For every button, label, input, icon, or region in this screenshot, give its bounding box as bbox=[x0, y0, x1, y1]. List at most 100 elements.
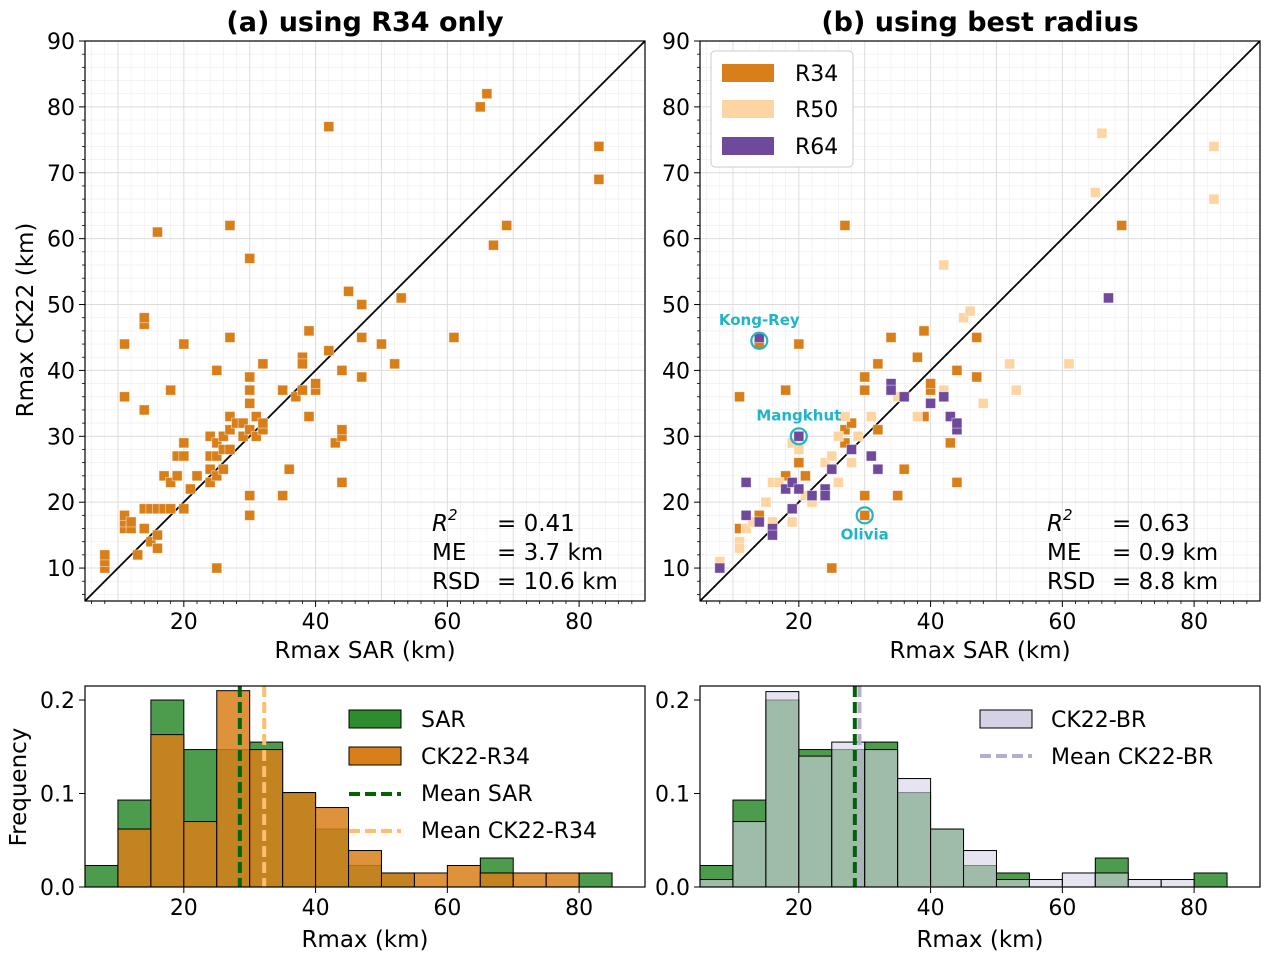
data-point-r34 bbox=[290, 391, 302, 403]
data-point-r64 bbox=[944, 411, 956, 422]
hist-bar-ck22-br bbox=[699, 879, 734, 888]
data-point-r50 bbox=[852, 430, 864, 442]
panel-a-reference-line bbox=[84, 40, 646, 602]
data-point-r34 bbox=[244, 384, 256, 396]
data-point-r34 bbox=[912, 351, 923, 363]
data-point-r34 bbox=[152, 542, 163, 554]
data-point-r34 bbox=[800, 470, 811, 482]
data-point-r64 bbox=[865, 450, 877, 462]
panel-b-me-value: = 0.9 km bbox=[1112, 540, 1218, 566]
legend-swatch-r64 bbox=[722, 137, 774, 155]
data-point-r34 bbox=[481, 88, 493, 100]
panel-b-me-label: ME bbox=[1047, 540, 1081, 566]
data-point-r34 bbox=[277, 490, 289, 501]
data-point-r64 bbox=[767, 529, 778, 541]
y-tick-label: 0.2 bbox=[40, 689, 75, 714]
hist-bar-ck22-br bbox=[1127, 879, 1162, 888]
data-point-r50 bbox=[734, 542, 745, 554]
data-point-r34 bbox=[918, 325, 930, 337]
data-point-r64 bbox=[786, 477, 798, 488]
data-point-r34 bbox=[297, 358, 308, 370]
data-point-r50 bbox=[964, 305, 976, 317]
data-point-r64 bbox=[938, 391, 950, 403]
hist-bar-ck22-r34 bbox=[512, 872, 547, 888]
data-point-r64 bbox=[872, 463, 884, 475]
x-tick-label: 60 bbox=[433, 610, 461, 635]
data-point-r34 bbox=[178, 437, 190, 449]
data-point-r34 bbox=[211, 365, 223, 376]
legend-label-r64: R64 bbox=[795, 135, 838, 160]
hist-bar-ck22-br bbox=[765, 691, 800, 888]
data-point-r50 bbox=[832, 430, 844, 442]
data-point-r50 bbox=[1208, 193, 1220, 205]
data-point-r34 bbox=[389, 358, 401, 370]
data-point-r34 bbox=[944, 437, 956, 449]
hist-bar-sar bbox=[578, 872, 613, 888]
data-point-r34 bbox=[793, 338, 805, 350]
panel-a-xlabel: Rmax SAR (km) bbox=[274, 638, 455, 664]
data-point-r64 bbox=[925, 397, 936, 409]
panel-a-me-label: ME bbox=[432, 540, 466, 566]
data-point-r34 bbox=[780, 470, 792, 482]
data-point-r64 bbox=[793, 430, 805, 442]
data-point-r64 bbox=[819, 490, 831, 501]
y-tick-label: 0.2 bbox=[655, 689, 690, 714]
panel-a-axes: 20 40 60 80 10 20 30 40 50 60 70 80 90 bbox=[47, 30, 646, 635]
data-point-r50 bbox=[826, 450, 838, 462]
data-point-r50 bbox=[773, 477, 785, 488]
y-tick-label: 0.0 bbox=[655, 876, 690, 901]
data-point-r34 bbox=[244, 397, 256, 409]
data-point-r64 bbox=[740, 509, 752, 521]
data-point-r34 bbox=[165, 503, 177, 515]
data-point-r50 bbox=[839, 411, 851, 422]
data-point-r34 bbox=[237, 417, 249, 429]
y-tick-label: 60 bbox=[47, 228, 75, 253]
data-point-r64 bbox=[786, 503, 798, 515]
hist-bar-ck22-r34 bbox=[150, 734, 185, 888]
data-point-r34 bbox=[191, 470, 203, 482]
data-point-r50 bbox=[938, 259, 950, 271]
data-point-r64 bbox=[740, 477, 752, 488]
panel-b-r2-label: R2 bbox=[1047, 506, 1073, 537]
data-point-r34 bbox=[1116, 220, 1128, 231]
data-point-r34 bbox=[872, 358, 884, 370]
data-point-r34 bbox=[217, 430, 229, 442]
panel-d-bars bbox=[699, 691, 1228, 888]
legend-swatch-r50 bbox=[722, 100, 774, 118]
hist-bar-ck22-r34 bbox=[216, 690, 251, 888]
data-point-r50 bbox=[793, 444, 805, 455]
data-point-r34 bbox=[224, 220, 236, 231]
axes-frame bbox=[699, 685, 1261, 888]
data-point-r50 bbox=[846, 457, 857, 469]
panel-b-points bbox=[714, 127, 1220, 574]
hist-bar-ck22-r34 bbox=[413, 872, 448, 888]
data-point-r50 bbox=[1063, 358, 1075, 370]
x-tick-label: 40 bbox=[917, 896, 945, 921]
data-point-r34 bbox=[951, 477, 963, 488]
hist-bar-ck22-r34 bbox=[380, 872, 415, 888]
panel-b-xlabel: Rmax SAR (km) bbox=[889, 638, 1070, 664]
data-point-r50 bbox=[865, 411, 877, 422]
data-point-r50 bbox=[819, 457, 831, 469]
panel-b-legend: R34 R50 R64 bbox=[710, 50, 854, 168]
data-point-r34 bbox=[152, 226, 163, 238]
hist-bar-ck22-br bbox=[1160, 879, 1195, 888]
hist-bar-ck22-r34 bbox=[446, 864, 481, 888]
hist-bar-sar bbox=[1193, 872, 1228, 888]
legend-swatch-sar bbox=[348, 709, 402, 729]
storm-label: Mangkhut bbox=[756, 406, 841, 424]
data-point-r34 bbox=[119, 509, 130, 521]
data-point-r34 bbox=[780, 384, 792, 396]
data-point-r34 bbox=[132, 549, 144, 561]
data-point-r34 bbox=[119, 338, 130, 350]
panel-a-stats: R2 = 0.41 ME = 3.7 km RSD = 10.6 km bbox=[432, 506, 618, 595]
data-point-r34 bbox=[356, 371, 368, 383]
panel-c-means bbox=[237, 686, 267, 887]
y-tick-label: 80 bbox=[47, 96, 75, 121]
panel-b-annotations: Kong-Rey Mangkhut Olivia bbox=[719, 311, 889, 544]
storm-highlight-circle bbox=[750, 331, 769, 350]
panel-a-grid bbox=[85, 40, 646, 601]
data-point-r34 bbox=[178, 338, 190, 350]
data-point-r34 bbox=[846, 417, 857, 429]
